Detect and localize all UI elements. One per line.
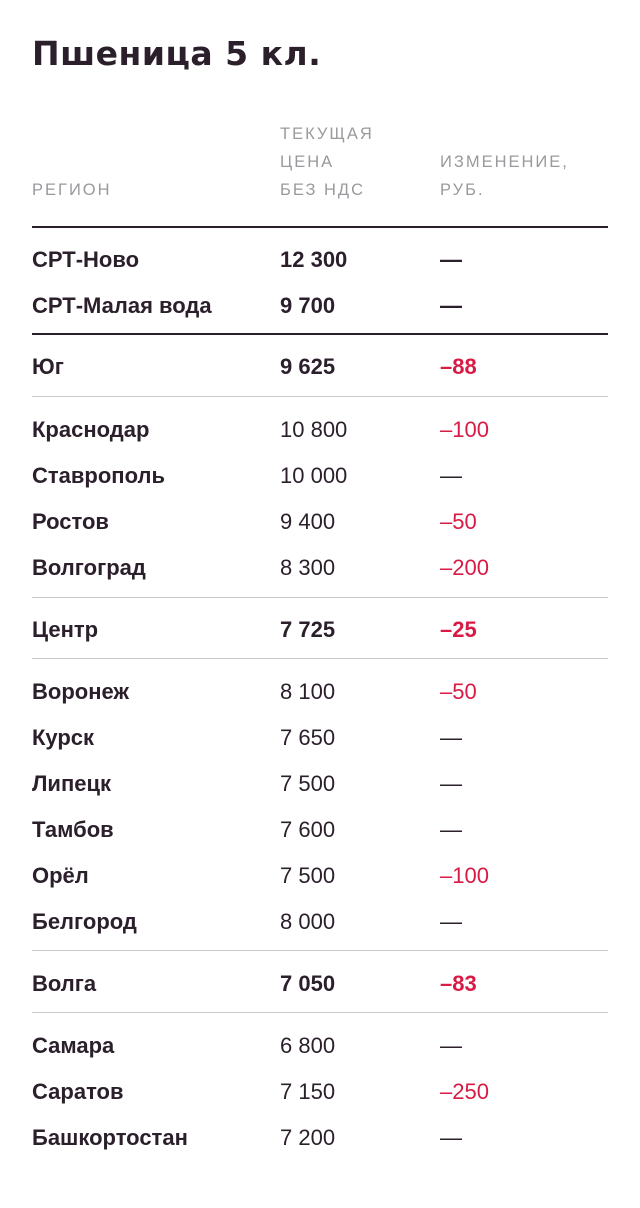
change-cell: — <box>440 1033 462 1058</box>
region-cell: Волга <box>32 971 97 996</box>
price-cell: 9 700 <box>280 293 336 318</box>
price-cell: 7 500 <box>280 771 336 796</box>
change-cell: — <box>440 1125 462 1150</box>
table-row: Белгород 8 000 — <box>0 899 640 945</box>
price-cell: 12 300 <box>280 247 348 272</box>
price-cell: 8 100 <box>280 679 336 704</box>
change-cell: –100 <box>440 417 489 442</box>
table-row: Орёл 7 500 –100 <box>0 853 640 899</box>
page-title: Пшеница 5 кл. <box>32 34 322 73</box>
column-header-region: РЕГИОН <box>32 181 112 199</box>
divider <box>32 1012 608 1013</box>
price-cell: 10 000 <box>280 463 348 488</box>
region-cell: Башкортостан <box>32 1125 188 1150</box>
region-cell: Тамбов <box>32 817 114 842</box>
price-cell: 6 800 <box>280 1033 336 1058</box>
price-cell: 9 625 <box>280 354 336 379</box>
price-cell: 7 725 <box>280 617 336 642</box>
change-cell: –25 <box>440 617 477 642</box>
table-row: Юг 9 625 –88 <box>0 344 640 390</box>
change-cell: — <box>440 463 462 488</box>
region-cell: Волгоград <box>32 555 146 580</box>
table-row: Саратов 7 150 –250 <box>0 1069 640 1115</box>
header-divider <box>32 226 608 228</box>
price-cell: 7 150 <box>280 1079 336 1104</box>
price-cell: 8 300 <box>280 555 336 580</box>
price-cell: 9 400 <box>280 509 336 534</box>
change-cell: –100 <box>440 863 489 888</box>
divider <box>32 658 608 659</box>
region-cell: Орёл <box>32 863 89 888</box>
change-cell: — <box>440 293 462 318</box>
table-row: Волгоград 8 300 –200 <box>0 545 640 591</box>
table-row: Самара 6 800 — <box>0 1023 640 1069</box>
change-cell: –200 <box>440 555 489 580</box>
price-cell: 7 200 <box>280 1125 336 1150</box>
table-row: СРТ-Ново 12 300 — <box>0 237 640 283</box>
change-cell: –250 <box>440 1079 489 1104</box>
divider <box>32 333 608 335</box>
region-cell: СРТ-Ново <box>32 247 140 272</box>
table-row: Воронеж 8 100 –50 <box>0 669 640 715</box>
change-cell: — <box>440 247 462 272</box>
region-cell: Воронеж <box>32 679 130 704</box>
table-row: Ростов 9 400 –50 <box>0 499 640 545</box>
table-row: СРТ-Малая вода 9 700 — <box>0 283 640 329</box>
table-row: Липецк 7 500 — <box>0 761 640 807</box>
region-cell: Краснодар <box>32 417 150 442</box>
change-cell: — <box>440 817 462 842</box>
region-cell: Юг <box>32 354 64 379</box>
price-cell: 7 650 <box>280 725 336 750</box>
column-header-price: ТЕКУЩАЯ ЦЕНА БЕЗ НДС <box>280 125 374 199</box>
price-cell: 8 000 <box>280 909 336 934</box>
price-cell: 7 050 <box>280 971 336 996</box>
change-cell: — <box>440 771 462 796</box>
column-header-change: ИЗМЕНЕНИЕ, РУБ. <box>440 153 569 199</box>
price-cell: 10 800 <box>280 417 348 442</box>
region-cell: Белгород <box>32 909 137 934</box>
region-cell: СРТ-Малая вода <box>32 293 212 318</box>
region-cell: Ставрополь <box>32 463 165 488</box>
table-row: Курск 7 650 — <box>0 715 640 761</box>
table-row: Волга 7 050 –83 <box>0 961 640 1007</box>
change-cell: –88 <box>440 354 477 379</box>
region-cell: Самара <box>32 1033 115 1058</box>
table-row: Тамбов 7 600 — <box>0 807 640 853</box>
change-cell: –83 <box>440 971 477 996</box>
table-row: Башкортостан 7 200 — <box>0 1115 640 1161</box>
price-cell: 7 600 <box>280 817 336 842</box>
region-cell: Липецк <box>32 771 112 796</box>
table-row: Центр 7 725 –25 <box>0 607 640 653</box>
change-cell: –50 <box>440 509 477 534</box>
table-row: Ставрополь 10 000 — <box>0 453 640 499</box>
table-row: Краснодар 10 800 –100 <box>0 407 640 453</box>
change-cell: — <box>440 909 462 934</box>
region-cell: Ростов <box>32 509 109 534</box>
price-cell: 7 500 <box>280 863 336 888</box>
region-cell: Курск <box>32 725 95 750</box>
region-cell: Центр <box>32 617 99 642</box>
divider <box>32 396 608 397</box>
change-cell: — <box>440 725 462 750</box>
region-cell: Саратов <box>32 1079 124 1104</box>
divider <box>32 950 608 951</box>
divider <box>32 597 608 598</box>
change-cell: –50 <box>440 679 477 704</box>
